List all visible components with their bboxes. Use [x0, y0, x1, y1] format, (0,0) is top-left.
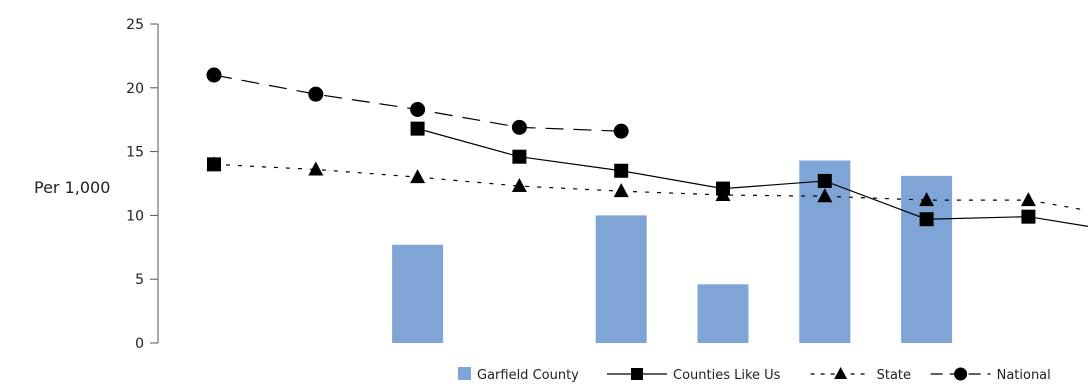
point-square: [1021, 210, 1035, 224]
point-square: [716, 182, 730, 196]
point-square: [818, 174, 832, 188]
legend: Garfield County Counties Like Us State Nati…: [458, 367, 1051, 383]
legend-label: State: [877, 368, 911, 383]
point-triangle: [410, 169, 425, 183]
point-square: [614, 164, 628, 178]
legend-item: Counties Like Us: [607, 368, 781, 383]
y-axis-label: Per 1,000: [34, 178, 110, 197]
bar: [596, 215, 647, 343]
series-line: [214, 164, 1088, 218]
point-circle: [207, 68, 222, 83]
legend-marker-triangle: [834, 367, 847, 379]
legend-label: Counties Like Us: [673, 368, 781, 383]
line-series-state: [207, 156, 1088, 218]
y-tick-label: 5: [135, 272, 144, 288]
legend-marker-circle: [954, 368, 967, 381]
legend-label: National: [997, 368, 1051, 383]
point-triangle: [1021, 192, 1036, 206]
legend-item: State: [811, 367, 911, 383]
point-circle: [308, 87, 323, 102]
bar-series: [392, 161, 952, 343]
legend-marker-square: [631, 368, 643, 380]
y-tick-label: 25: [126, 17, 144, 33]
point-triangle: [308, 161, 323, 175]
y-tick-label: 10: [126, 208, 144, 224]
bar: [392, 245, 443, 343]
y-axis: 0 5 10 15 20 25: [126, 17, 158, 352]
point-square: [207, 157, 221, 171]
legend-swatch: [458, 367, 471, 380]
point-square: [920, 212, 934, 226]
y-tick-label: 0: [135, 336, 144, 352]
point-square: [512, 150, 526, 164]
point-triangle: [614, 183, 629, 197]
point-circle: [614, 124, 629, 139]
bar: [698, 284, 749, 343]
y-tick-label: 20: [126, 81, 144, 97]
point-circle: [410, 102, 425, 117]
y-tick-label: 15: [126, 145, 144, 161]
point-square: [411, 122, 425, 136]
legend-label: Garfield County: [477, 368, 579, 383]
point-circle: [512, 120, 527, 135]
line-series-counties-like-us: [207, 122, 1088, 234]
legend-item: National: [931, 368, 1051, 384]
legend-item: Garfield County: [458, 367, 579, 383]
